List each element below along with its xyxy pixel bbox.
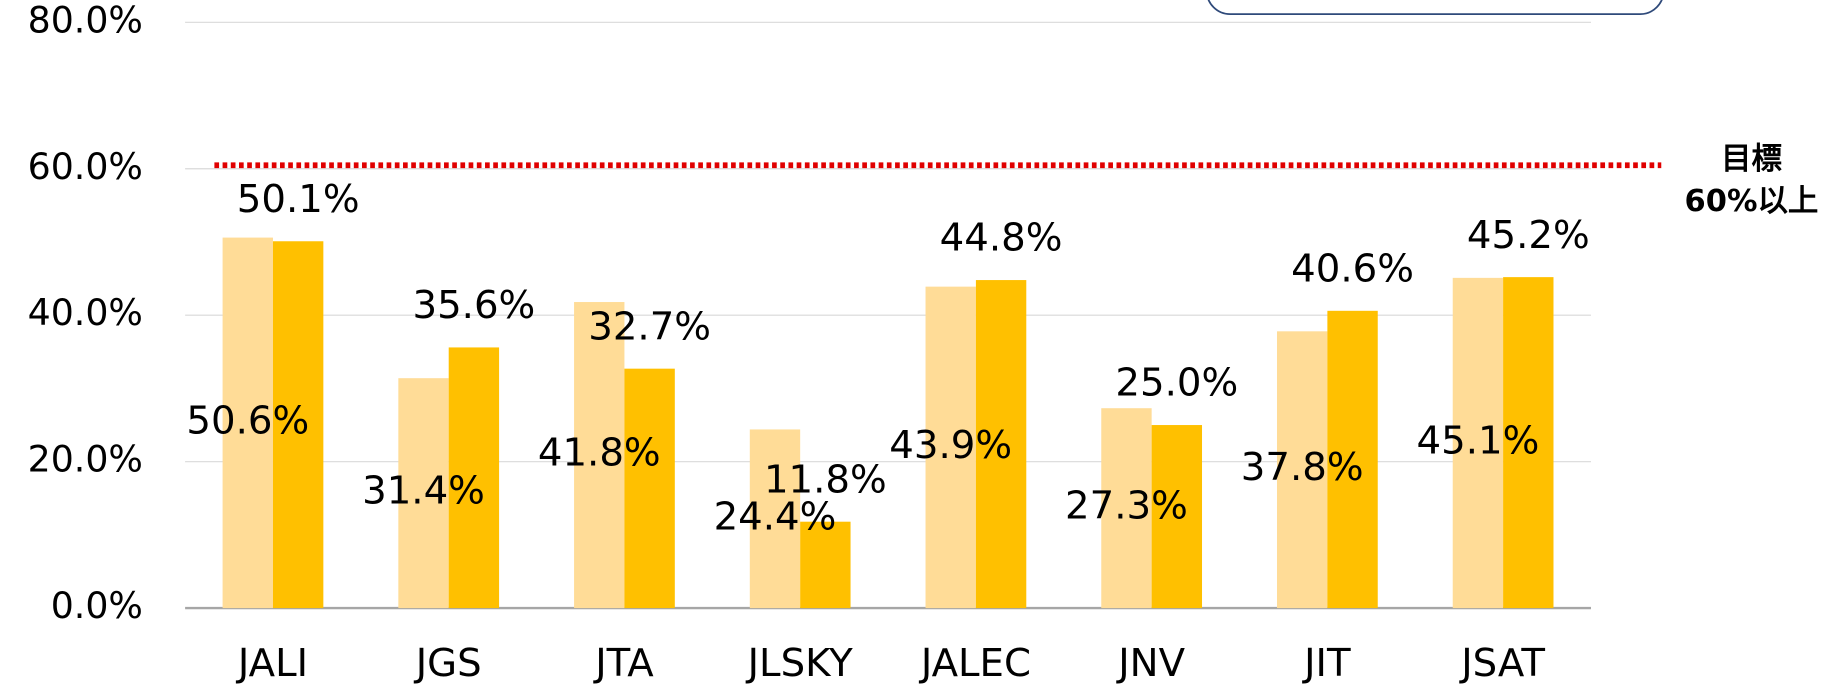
x-tick-label: JTA <box>593 641 654 686</box>
x-tick-label: JLSKY <box>746 641 853 686</box>
x-tick-label: JGS <box>414 641 482 686</box>
x-tick-label: JSAT <box>1459 641 1545 686</box>
bar <box>1452 277 1504 609</box>
y-tick-label: 40.0% <box>28 291 143 334</box>
bar <box>222 237 273 609</box>
bar <box>1503 277 1554 609</box>
bar <box>925 286 976 609</box>
value-label: 24.4% <box>714 494 837 539</box>
bar <box>749 429 801 609</box>
target-label: 60%以上 <box>1685 184 1819 219</box>
value-label: 41.8% <box>538 431 661 476</box>
x-tick-label: JNV <box>1116 641 1185 686</box>
y-tick-label: 20.0% <box>28 438 143 481</box>
value-label: 31.4% <box>362 469 485 514</box>
value-label: 44.8% <box>940 216 1063 261</box>
value-label: 37.8% <box>1241 445 1364 490</box>
x-tick-label: JIT <box>1302 641 1351 686</box>
y-tick-label: 60.0% <box>28 145 143 188</box>
value-label: 35.6% <box>412 283 535 328</box>
bar <box>272 241 324 609</box>
value-label: 11.8% <box>764 457 887 502</box>
bar <box>1101 408 1152 609</box>
bar <box>1151 425 1203 609</box>
value-label: 50.6% <box>186 398 309 443</box>
bar <box>624 368 675 609</box>
bar <box>1327 310 1378 609</box>
value-label: 50.1% <box>237 177 360 222</box>
y-tick-label: 80.0% <box>28 0 143 41</box>
bar <box>398 378 449 609</box>
bar <box>1276 331 1328 609</box>
x-tick-label: JALEC <box>919 641 1031 686</box>
legend-frame <box>1207 0 1663 15</box>
value-label: 43.9% <box>889 423 1012 468</box>
bar <box>574 302 625 609</box>
y-tick-label: 0.0% <box>51 584 143 627</box>
value-label: 45.1% <box>1417 418 1540 463</box>
x-tick-label: JALI <box>236 641 308 686</box>
value-label: 25.0% <box>1115 361 1238 406</box>
value-label: 27.3% <box>1065 484 1188 529</box>
bar <box>975 280 1027 609</box>
bar <box>800 521 851 609</box>
target-label: 目標 <box>1721 142 1782 177</box>
value-label: 40.6% <box>1291 246 1414 291</box>
value-label: 45.2% <box>1467 213 1590 258</box>
value-label: 32.7% <box>588 304 711 349</box>
bar <box>448 347 500 609</box>
